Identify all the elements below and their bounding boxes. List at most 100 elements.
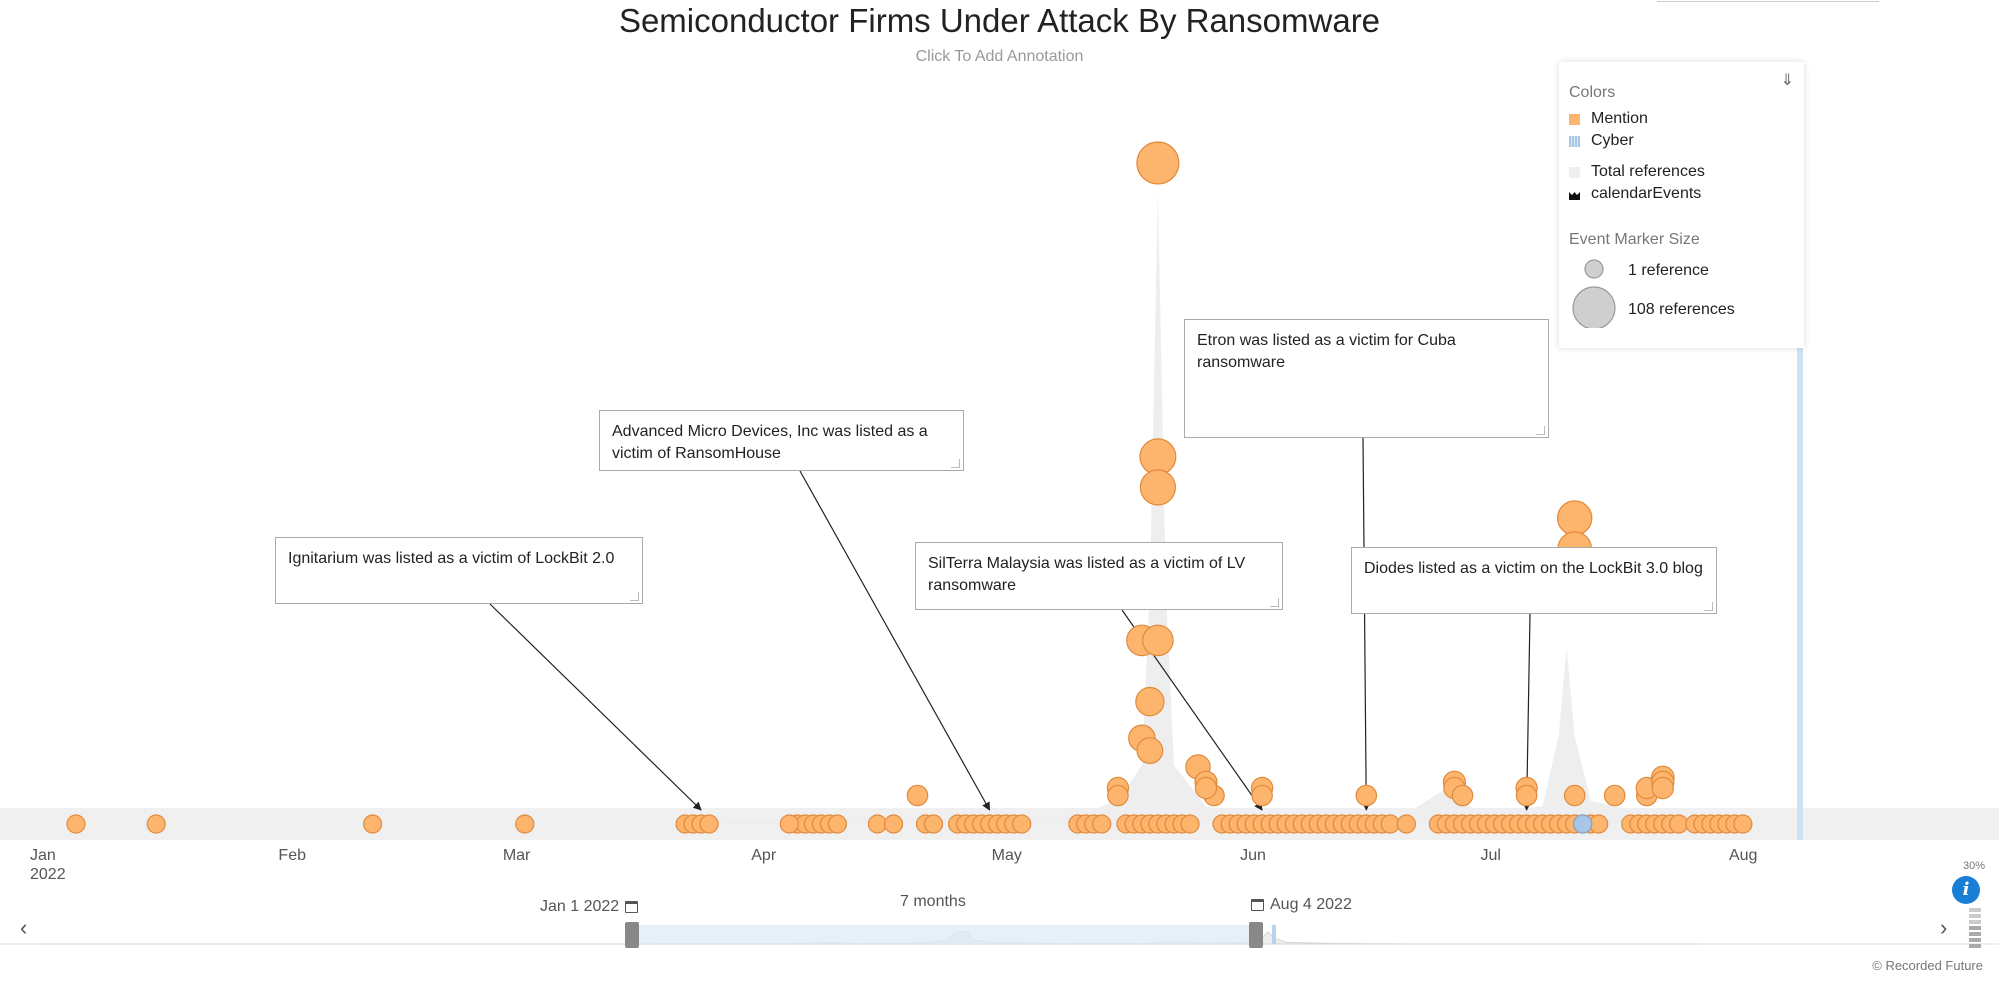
swatch-total-references	[1569, 166, 1580, 178]
range-start[interactable]: Jan 1 2022	[540, 898, 644, 916]
mention-event-marker[interactable]	[1139, 469, 1177, 506]
mention-event-marker[interactable]	[1651, 776, 1675, 800]
mention-event-marker[interactable]	[1669, 814, 1689, 834]
mention-event-marker[interactable]	[699, 814, 719, 834]
navigator-chart	[0, 922, 1999, 948]
mention-event-marker[interactable]	[1563, 784, 1586, 807]
swatch-mention	[1569, 113, 1580, 125]
zoom-slider[interactable]	[1969, 908, 1981, 948]
legend-item-calendar-events[interactable]: calendarEvents	[1569, 185, 1701, 203]
legend-item-cyber[interactable]: Cyber	[1569, 132, 1634, 150]
mention-event-marker[interactable]	[1589, 814, 1609, 834]
annotation-text: SilTerra Malaysia was listed as a victim…	[928, 555, 1246, 594]
mention-event-marker[interactable]	[923, 814, 944, 834]
mention-event-marker[interactable]	[1136, 141, 1180, 185]
mention-event-marker[interactable]	[66, 814, 86, 834]
mention-event-marker[interactable]	[906, 784, 929, 807]
scroll-left-button[interactable]: ‹	[20, 915, 28, 940]
annotation-text: Etron was listed as a victim for Cuba ra…	[1197, 332, 1456, 371]
mention-event-marker[interactable]	[1396, 814, 1417, 834]
size-max-label: 108 references	[1628, 301, 1735, 318]
x-tick-label: Mar	[502, 847, 531, 864]
navigator-handle-right[interactable]	[1249, 922, 1263, 948]
legend-label: Cyber	[1591, 132, 1634, 149]
legend-item-mention[interactable]: Mention	[1569, 110, 1648, 128]
annotation-etron[interactable]: Etron was listed as a victim for Cuba ra…	[1184, 319, 1549, 438]
legend-label: calendarEvents	[1591, 185, 1702, 202]
mention-event-marker[interactable]	[1515, 784, 1538, 807]
navigator-selection[interactable]	[632, 925, 1255, 944]
mention-event-marker[interactable]	[1136, 737, 1164, 764]
mention-event-marker[interactable]	[1092, 814, 1112, 834]
navigator-current-marker	[1272, 925, 1276, 944]
credit-text: © Recorded Future	[1872, 958, 1983, 973]
mention-event-marker[interactable]	[1107, 784, 1129, 807]
legend-label: Total references	[1591, 163, 1705, 180]
x-tick-label: Aug	[1728, 847, 1758, 864]
annotation-amd[interactable]: Advanced Micro Devices, Inc was listed a…	[599, 410, 964, 471]
annotation-silterra[interactable]: SilTerra Malaysia was listed as a victim…	[915, 542, 1283, 610]
scroll-right-button[interactable]: ›	[1940, 915, 1948, 940]
mention-event-marker[interactable]	[1251, 784, 1273, 807]
mention-event-marker[interactable]	[1556, 500, 1593, 536]
annotation-leader-line	[799, 470, 991, 811]
mention-event-marker[interactable]	[1603, 784, 1626, 807]
legend-size-heading: Event Marker Size	[1569, 231, 1700, 248]
navigator-handle-left[interactable]	[625, 922, 639, 948]
x-tick-sublabel: 2022	[30, 866, 66, 883]
annotation-leader-line	[489, 603, 702, 811]
mention-event-marker[interactable]	[1355, 784, 1378, 807]
legend-colors-heading: Colors	[1569, 84, 1616, 101]
x-tick-label: Apr	[751, 847, 777, 864]
collapse-legend-icon[interactable]: ⇓	[1780, 72, 1794, 89]
range-end-label: Aug 4 2022	[1270, 896, 1352, 913]
zoom-level: 30%	[1963, 860, 1986, 872]
annotation-text: Advanced Micro Devices, Inc was listed a…	[612, 423, 928, 462]
top-input-field[interactable]	[1657, 0, 1879, 2]
size-min-label: 1 reference	[1628, 262, 1709, 279]
x-tick-label: Feb	[278, 847, 306, 864]
mention-event-marker[interactable]	[883, 814, 904, 834]
chart-title: Semiconductor Firms Under Attack By Rans…	[618, 2, 1381, 39]
mention-event-marker[interactable]	[363, 814, 383, 834]
mention-event-marker[interactable]	[515, 814, 535, 834]
mention-event-marker[interactable]	[827, 814, 848, 834]
size-samples	[1572, 259, 1616, 328]
legend-panel: ⇓ Colors Mention Cyber Total references …	[1559, 62, 1804, 348]
mention-event-marker[interactable]	[867, 814, 888, 834]
range-duration-label: 7 months	[900, 893, 966, 910]
annotation-leader-line	[1362, 437, 1371, 811]
x-tick-label: Jan	[30, 847, 56, 864]
mention-event-marker[interactable]	[1142, 624, 1174, 657]
calendar-icon[interactable]	[625, 901, 639, 913]
swatch-cyber	[1569, 135, 1580, 147]
legend-label: Mention	[1591, 110, 1648, 127]
mention-event-marker[interactable]	[1194, 776, 1218, 800]
mention-event-marker[interactable]	[1451, 784, 1474, 807]
range-end[interactable]: Aug 4 2022	[1245, 896, 1352, 914]
annotation-text: Diodes listed as a victim on the LockBit…	[1364, 560, 1703, 577]
mention-event-marker[interactable]	[779, 814, 799, 834]
mention-event-marker[interactable]	[1012, 814, 1032, 834]
size-sample-small	[1584, 259, 1604, 279]
annotation-ignitarium[interactable]: Ignitarium was listed as a victim of Loc…	[275, 537, 643, 604]
info-icon[interactable]: i	[1952, 876, 1980, 904]
annotation-diodes[interactable]: Diodes listed as a victim on the LockBit…	[1351, 547, 1717, 614]
total-references-area	[52, 190, 1775, 824]
mention-event-marker[interactable]	[1733, 814, 1753, 834]
cyber-event-marker[interactable]	[1573, 814, 1593, 834]
swatch-calendar-events	[1569, 191, 1580, 200]
range-start-label: Jan 1 2022	[540, 898, 620, 915]
mention-event-marker[interactable]	[146, 814, 166, 834]
annotation-text: Ignitarium was listed as a victim of Loc…	[288, 550, 615, 567]
x-tick-label: May	[991, 847, 1022, 864]
mention-event-marker[interactable]	[1180, 814, 1200, 834]
mention-event-marker[interactable]	[1135, 686, 1165, 717]
x-tick-label: Jun	[1240, 847, 1266, 864]
total-references-area-path	[52, 190, 1775, 824]
mention-event-marker[interactable]	[1380, 814, 1400, 834]
calendar-icon[interactable]	[1251, 899, 1264, 911]
add-annotation-link[interactable]: Click To Add Annotation	[915, 48, 1084, 65]
legend-item-total-references[interactable]: Total references	[1569, 163, 1705, 181]
